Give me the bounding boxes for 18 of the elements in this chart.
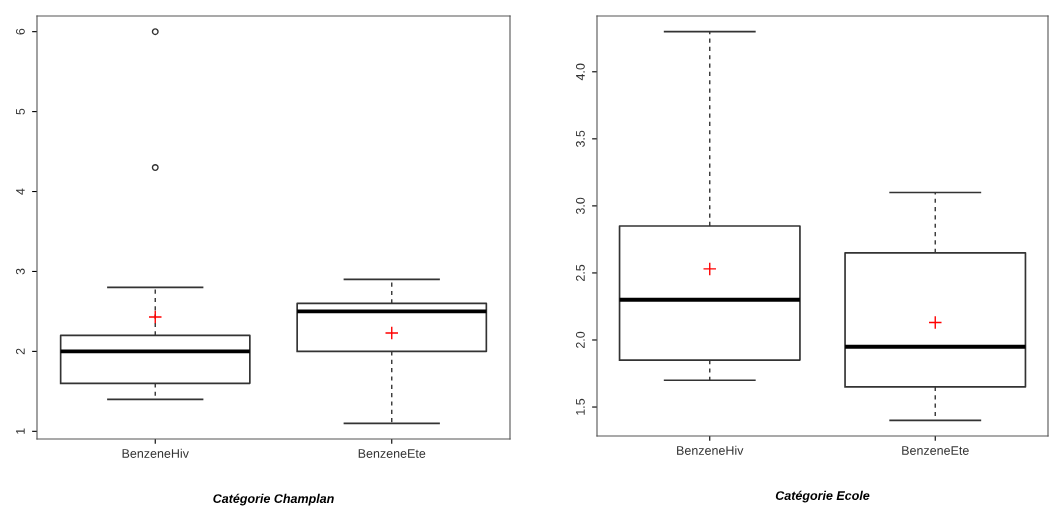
- y-tick-label: 2.0: [575, 331, 585, 349]
- y-tick-label: 6: [15, 28, 25, 35]
- y-tick-label: 4: [16, 188, 25, 195]
- y-tick-label: 1: [16, 428, 25, 434]
- x-tick-label: BenzeneHiv: [677, 445, 744, 455]
- y-tick-label: 1.5: [576, 398, 585, 415]
- y-tick-label: 2: [15, 348, 25, 355]
- x-axis-title: Catégorie Ecole: [775, 490, 870, 503]
- x-tick-label: BenzeneEte: [902, 446, 969, 455]
- x-axis-title: Catégorie Champlan: [213, 493, 334, 506]
- y-tick-label: 2.5: [575, 264, 585, 281]
- y-tick-label: 3: [15, 268, 25, 275]
- y-tick-label: 5: [16, 108, 25, 115]
- x-tick-label: BenzeneHiv: [122, 448, 189, 458]
- x-tick-label: BenzeneEte: [358, 449, 426, 458]
- y-tick-label: 3.5: [575, 130, 585, 148]
- y-tick-label: 3.0: [575, 197, 585, 215]
- y-tick-label: 4.0: [575, 63, 585, 81]
